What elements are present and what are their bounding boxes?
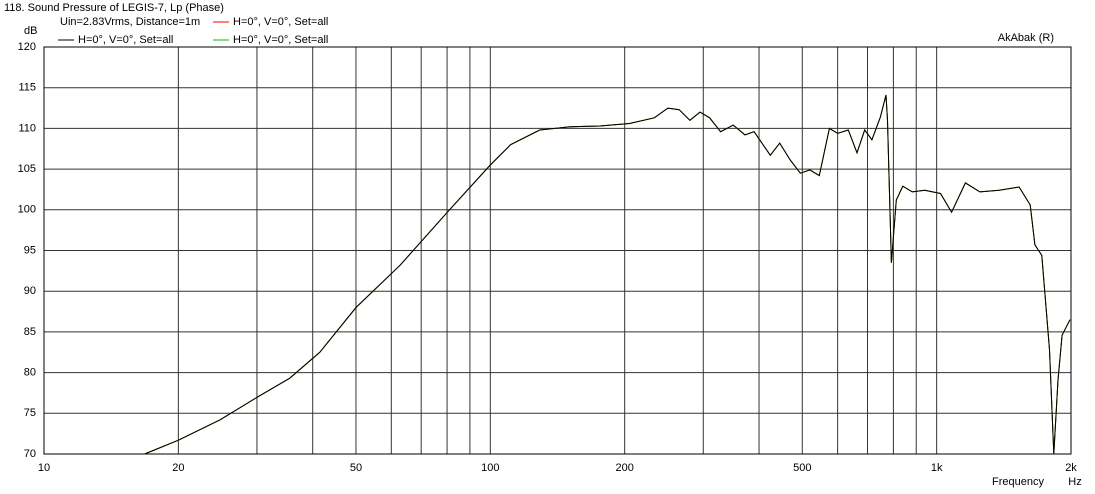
legend-label: H=0°, V=0°, Set=all (78, 34, 173, 46)
x-tick-label: 2k (1065, 462, 1077, 474)
chart-title: 118. Sound Pressure of LEGIS-7, Lp (Phas… (4, 2, 224, 14)
x-tick-label: 10 (38, 462, 50, 474)
y-tick-label: 80 (24, 367, 36, 379)
y-tick-label: 70 (24, 448, 36, 460)
watermark: AkAbak (R) (998, 32, 1054, 44)
plot-frame (43, 46, 1072, 455)
x-tick-label: 200 (615, 462, 633, 474)
y-tick-label: 75 (24, 407, 36, 419)
y-tick-label: 110 (18, 122, 36, 134)
x-axis-label: Frequency (992, 476, 1044, 488)
y-tick-label: 90 (24, 285, 36, 297)
x-axis-unit: Hz (1068, 476, 1081, 488)
legend-label: H=0°, V=0°, Set=all (233, 16, 328, 28)
y-tick-label: 85 (24, 326, 36, 338)
x-tick-label: 1k (931, 462, 943, 474)
y-tick-label: 120 (18, 41, 36, 53)
series-line (144, 94, 1071, 455)
subtitle: Uin=2.83Vrms, Distance=1m (60, 16, 200, 28)
x-tick-label: 500 (793, 462, 811, 474)
y-tick-label: 105 (18, 163, 36, 175)
y-tick-label: 115 (18, 82, 36, 94)
x-tick-label: 50 (350, 462, 362, 474)
y-tick-label: 100 (18, 204, 36, 216)
x-tick-label: 100 (481, 462, 499, 474)
x-tick-label: 20 (172, 462, 184, 474)
legend-label: H=0°, V=0°, Set=all (233, 34, 328, 46)
y-tick-label: 95 (24, 244, 36, 256)
y-axis-label: dB (24, 25, 37, 37)
